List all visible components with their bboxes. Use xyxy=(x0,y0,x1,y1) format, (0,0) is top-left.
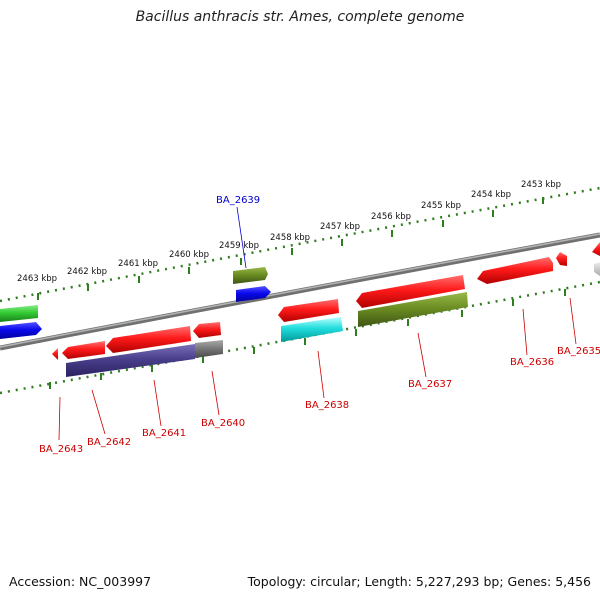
gene-label[interactable]: BA_2637 xyxy=(408,379,452,390)
gene-label[interactable]: BA_2643 xyxy=(39,444,83,455)
reverse-genes xyxy=(52,275,468,377)
scale-label: 2453 kbp xyxy=(521,180,561,190)
gene-label[interactable]: BA_2641 xyxy=(142,428,186,439)
scale-label: 2462 kbp xyxy=(67,267,107,277)
genome-summary: Topology: circular; Length: 5,227,293 bp… xyxy=(247,574,591,589)
genome-backbone xyxy=(0,232,600,351)
gene-arrow[interactable] xyxy=(62,341,105,359)
gene-label[interactable]: BA_2636 xyxy=(510,357,554,368)
gene-arrow[interactable] xyxy=(195,340,223,358)
scale-label: 2459 kbp xyxy=(219,241,259,251)
scale-label: 2460 kbp xyxy=(169,250,209,260)
gene-arrow[interactable] xyxy=(356,275,465,308)
gene-arrow[interactable] xyxy=(358,292,468,327)
gene-arrow[interactable] xyxy=(0,322,42,339)
gene-label[interactable]: BA_2638 xyxy=(305,400,349,411)
gene-label[interactable]: BA_2639 xyxy=(216,195,260,206)
gene-arrow[interactable] xyxy=(193,322,221,338)
scale-label: 2456 kbp xyxy=(371,212,411,222)
accession-text: Accession: NC_003997 xyxy=(9,574,152,589)
gene-label[interactable]: BA_2642 xyxy=(87,437,131,448)
gene-label[interactable]: BA_2635 xyxy=(557,346,600,357)
gene-arrow[interactable] xyxy=(66,344,195,377)
gene-arrow[interactable] xyxy=(281,317,343,342)
gene-arrow[interactable] xyxy=(477,257,553,284)
leader-lines xyxy=(58,206,577,441)
gene-label[interactable]: BA_2640 xyxy=(201,418,245,429)
gene-arrow[interactable] xyxy=(236,286,271,302)
gene-arrow[interactable] xyxy=(278,299,339,322)
scale-label: 2461 kbp xyxy=(118,259,158,269)
scale-label: 2463 kbp xyxy=(17,274,57,284)
scale-labels: 2453 kbp 2454 kbp 2455 kbp 2456 kbp 2457… xyxy=(17,180,561,284)
gene-arrow[interactable] xyxy=(556,252,567,266)
gene-arrow[interactable] xyxy=(233,267,268,284)
gene-arrow[interactable] xyxy=(592,242,600,256)
map-title: Bacillus anthracis str. Ames, complete g… xyxy=(135,9,465,25)
scale-label: 2458 kbp xyxy=(270,233,310,243)
inner-major-ticks xyxy=(49,289,566,389)
outer-major-ticks xyxy=(37,197,544,300)
gene-arrow[interactable] xyxy=(106,326,191,353)
gene-labels: BA_2639 BA_2635 BA_2636 BA_2637 BA_2638 … xyxy=(39,195,600,455)
outer-scale-line xyxy=(0,186,600,303)
gene-arrow[interactable] xyxy=(52,348,58,360)
scale-label: 2457 kbp xyxy=(320,222,360,232)
scale-label: 2455 kbp xyxy=(421,201,461,211)
scale-label: 2454 kbp xyxy=(471,190,511,200)
gene-arrow[interactable] xyxy=(594,262,600,276)
gene-arrow[interactable] xyxy=(0,305,38,322)
forward-genes xyxy=(0,242,600,339)
